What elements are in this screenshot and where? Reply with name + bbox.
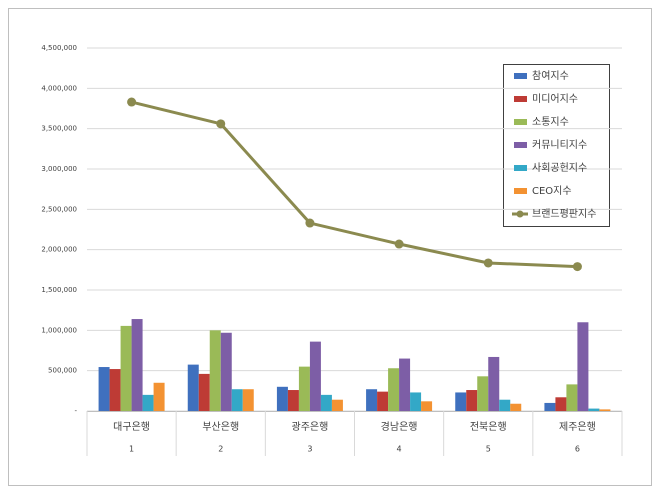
bar [488, 356, 500, 411]
bar [120, 325, 132, 411]
bar [220, 332, 232, 411]
bar [555, 397, 567, 411]
x-tick-number: 6 [575, 445, 580, 454]
line-marker [394, 239, 404, 249]
legend-swatch [514, 165, 527, 171]
y-tick-label: - [74, 407, 77, 415]
legend-label: 커뮤니티지수 [532, 139, 587, 151]
line-marker [127, 97, 137, 107]
bar [142, 394, 154, 411]
bar [187, 364, 199, 411]
legend-label: CEO지수 [532, 185, 572, 197]
bar [287, 390, 299, 411]
legend-swatch [514, 142, 527, 148]
bar [510, 403, 522, 411]
line-series [131, 100, 578, 269]
y-tick-label: 3,000,000 [41, 165, 77, 173]
y-tick-label: 3,500,000 [41, 125, 77, 133]
x-tick-number: 1 [129, 445, 134, 454]
y-tick-label: 500,000 [48, 367, 77, 375]
legend-swatch [516, 210, 524, 218]
x-tick-number: 3 [307, 445, 312, 454]
bar [388, 368, 400, 411]
bar [298, 366, 310, 411]
x-tick-label: 전북은행 [470, 421, 507, 433]
x-tick-number: 2 [218, 445, 223, 454]
y-tick-label: 4,000,000 [41, 84, 77, 92]
legend-swatch [514, 73, 527, 79]
bar [153, 382, 165, 411]
legend-label: 참여지수 [532, 70, 569, 82]
legend-swatch [514, 96, 527, 102]
bar [309, 341, 321, 411]
y-tick-label: 1,500,000 [41, 286, 77, 294]
line-marker [305, 218, 315, 228]
bar [455, 392, 467, 411]
bar [399, 358, 411, 411]
bar [477, 376, 489, 411]
bar [131, 319, 143, 411]
x-tick-label: 경남은행 [381, 420, 418, 433]
bar [331, 399, 343, 411]
bar [421, 401, 433, 411]
bar [366, 389, 378, 411]
legend-label: 브랜드평판지수 [532, 208, 596, 220]
legend-label: 소통지수 [532, 116, 569, 128]
bar [109, 369, 121, 411]
legend-label: 미디어지수 [532, 93, 578, 105]
line-marker [572, 262, 582, 272]
line-marker [483, 258, 493, 268]
y-tick-label: 4,500,000 [41, 44, 77, 52]
bar [98, 367, 110, 411]
line-marker [216, 119, 226, 129]
x-tick-label: 광주은행 [292, 421, 329, 433]
bar [599, 409, 611, 411]
bar [242, 389, 254, 411]
legend-swatch [514, 119, 527, 125]
bar [276, 386, 288, 411]
bar [410, 392, 422, 411]
bar [377, 391, 389, 411]
bar [320, 394, 332, 411]
bar [577, 322, 589, 411]
bar [198, 373, 210, 411]
bar [499, 399, 511, 411]
x-tick-label: 대구은행 [113, 421, 150, 433]
bar [466, 390, 478, 411]
bar [566, 384, 578, 411]
legend-swatch [514, 188, 527, 194]
y-tick-label: 2,000,000 [41, 246, 77, 254]
x-tick-number: 4 [397, 445, 402, 454]
bar [231, 389, 243, 411]
y-tick-label: 1,000,000 [41, 326, 77, 334]
bar [209, 330, 221, 411]
x-tick-number: 5 [486, 445, 491, 454]
x-tick-label: 부산은행 [202, 421, 239, 433]
x-tick-label: 제주은행 [559, 421, 596, 433]
bar [544, 402, 556, 411]
legend-label: 사회공헌지수 [532, 162, 587, 174]
y-tick-label: 2,500,000 [41, 205, 77, 213]
bar [588, 408, 600, 411]
